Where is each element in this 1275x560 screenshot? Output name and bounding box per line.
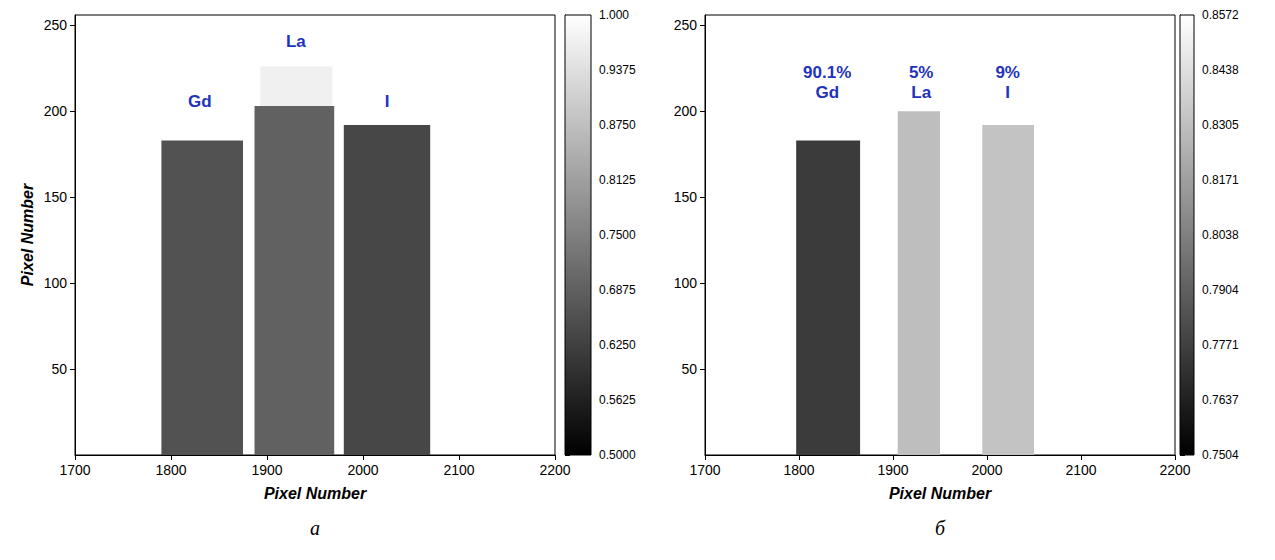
svg-text:0.8750: 0.8750 [599,118,636,132]
svg-text:9%: 9% [995,63,1020,82]
svg-text:0.8125: 0.8125 [599,173,636,187]
svg-text:100: 100 [44,275,68,291]
svg-text:0.6250: 0.6250 [599,338,636,352]
svg-text:1.000: 1.000 [599,8,629,22]
svg-text:0.9375: 0.9375 [599,63,636,77]
svg-text:La: La [286,32,306,51]
svg-text:б: б [935,517,946,539]
svg-text:1900: 1900 [877,462,908,478]
svg-text:200: 200 [674,103,698,119]
svg-text:1700: 1700 [689,462,720,478]
svg-text:0.5000: 0.5000 [599,448,636,462]
svg-text:a: a [310,517,320,539]
svg-text:250: 250 [674,17,698,33]
svg-text:90.1%: 90.1% [803,63,851,82]
svg-text:2100: 2100 [443,462,474,478]
svg-text:0.8572: 0.8572 [1202,8,1239,22]
svg-text:Pixel Number: Pixel Number [889,485,992,502]
svg-text:1900: 1900 [251,462,282,478]
svg-text:2200: 2200 [539,462,570,478]
svg-text:Pixel Number: Pixel Number [264,485,367,502]
svg-text:I: I [1005,83,1010,102]
svg-text:Gd: Gd [815,83,839,102]
svg-text:200: 200 [44,103,68,119]
svg-text:50: 50 [681,361,697,377]
svg-text:0.6875: 0.6875 [599,283,636,297]
svg-text:0.7771: 0.7771 [1202,338,1239,352]
svg-text:Gd: Gd [188,92,212,111]
svg-text:La: La [911,83,931,102]
svg-text:0.7904: 0.7904 [1202,283,1239,297]
svg-text:0.8305: 0.8305 [1202,118,1239,132]
svg-text:0.8438: 0.8438 [1202,63,1239,77]
svg-text:I: I [385,92,390,111]
svg-text:2200: 2200 [1159,462,1190,478]
svg-text:50: 50 [51,361,67,377]
svg-text:1800: 1800 [783,462,814,478]
svg-text:150: 150 [44,189,68,205]
svg-text:1700: 1700 [59,462,90,478]
svg-text:150: 150 [674,189,698,205]
svg-text:0.8038: 0.8038 [1202,228,1239,242]
svg-text:5%: 5% [909,63,934,82]
svg-text:2100: 2100 [1065,462,1096,478]
svg-text:0.5625: 0.5625 [599,393,636,407]
svg-text:0.8171: 0.8171 [1202,173,1239,187]
svg-text:1800: 1800 [155,462,186,478]
svg-text:Pixel Number: Pixel Number [19,183,36,286]
svg-text:0.7504: 0.7504 [1202,448,1239,462]
svg-text:2000: 2000 [971,462,1002,478]
svg-text:2000: 2000 [347,462,378,478]
svg-text:100: 100 [674,275,698,291]
svg-text:250: 250 [44,17,68,33]
svg-text:0.7500: 0.7500 [599,228,636,242]
svg-text:0.7637: 0.7637 [1202,393,1239,407]
